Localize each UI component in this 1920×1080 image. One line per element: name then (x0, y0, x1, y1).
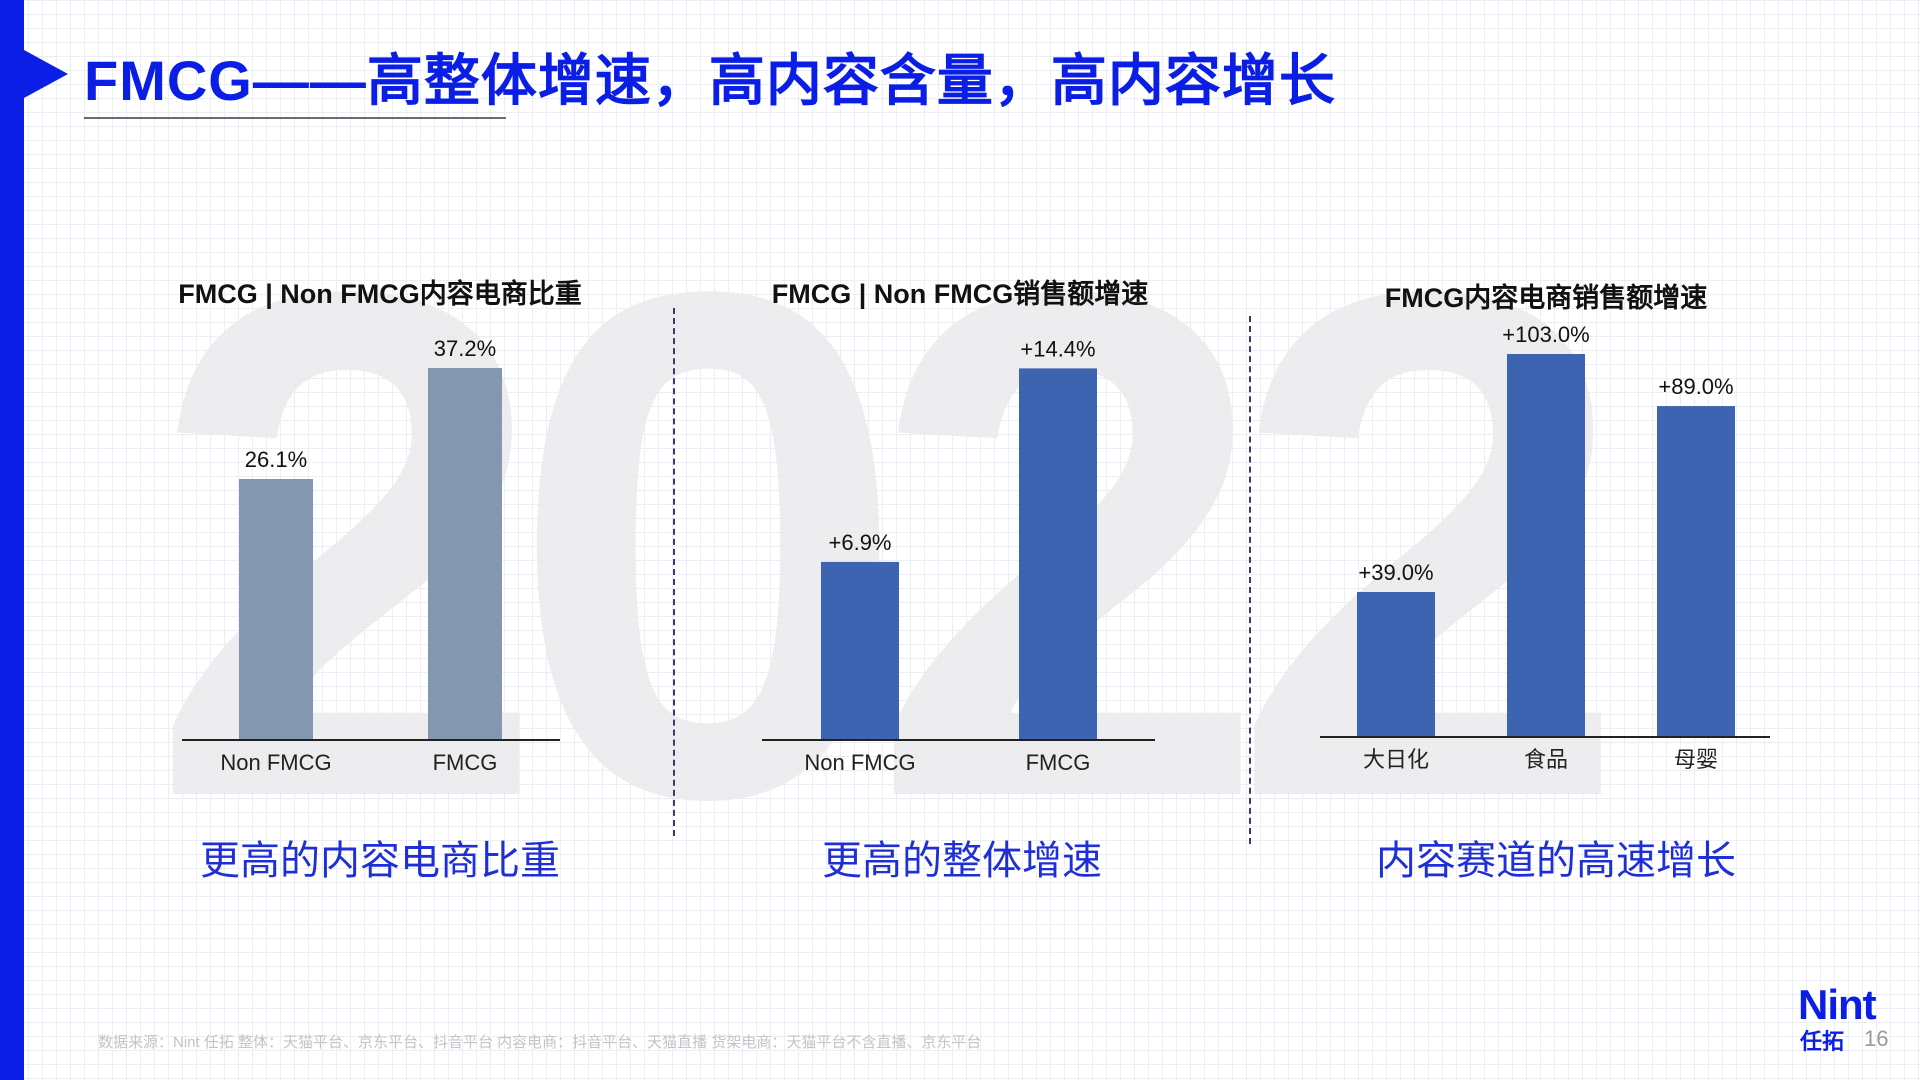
page-number: 16 (1864, 1026, 1889, 1051)
data-label-3: +89.0% (1658, 374, 1733, 399)
chart-divider-2 (1249, 316, 1251, 844)
category-label-3: 母婴 (1674, 747, 1718, 772)
data-label-1: +6.9% (829, 530, 892, 555)
caption-sales-growth: 更高的整体增速 (822, 839, 1102, 883)
nint-logo: Nint (1798, 981, 1877, 1028)
data-label-2: 37.2% (434, 336, 496, 361)
left-accent-bar (0, 0, 24, 1080)
category-label-2: FMCG (433, 750, 498, 775)
bar-3 (1657, 406, 1735, 737)
content-share-chart: FMCG | Non FMCG内容电商比重 26.1% Non FMCG 37.2%… (170, 260, 590, 780)
bar-2 (1507, 354, 1585, 737)
category-label-1: 大日化 (1363, 747, 1429, 772)
bar-1 (821, 561, 899, 740)
sales-growth-plot: +6.9% Non FMCG +14.4% FMCG (762, 336, 1155, 775)
sales-growth-chart: FMCG | Non FMCG销售额增速 +6.9% Non FMCG +14.4%… (750, 260, 1170, 780)
category-label-2: 食品 (1524, 747, 1568, 772)
caption-content-growth: 内容赛道的高速增长 (1376, 839, 1736, 883)
data-source-note: 数据来源：Nint 任拓 整体：天猫平台、京东平台、抖音平台 内容电商：抖音平台… (98, 1034, 982, 1051)
data-label-2: +14.4% (1020, 336, 1095, 361)
content-sales-growth-plot: +39.0% 大日化 +103.0% 食品 +89.0% 母婴 (1320, 322, 1770, 772)
data-label-1: +39.0% (1358, 560, 1433, 585)
data-label-1: 26.1% (245, 447, 307, 472)
bar-1 (239, 479, 313, 740)
nint-logo-sub: 任拓 (1800, 1029, 1845, 1054)
year-watermark: 2022 (148, 142, 1630, 947)
content-sales-growth-chart: FMCG内容电商销售额增速 +39.0% 大日化 +103.0% 食品 +89.0% 母婴 (1316, 260, 1776, 780)
category-label-1: Non FMCG (220, 750, 331, 775)
content-share-plot: 26.1% Non FMCG 37.2% FMCG (182, 336, 560, 775)
category-label-1: Non FMCG (804, 750, 915, 775)
title-arrow-icon (24, 50, 68, 98)
chart-title: FMCG内容电商销售额增速 (1384, 283, 1708, 313)
chart-title: FMCG | Non FMCG内容电商比重 (178, 279, 582, 309)
bar-2 (428, 368, 502, 740)
data-label-2: +103.0% (1502, 322, 1589, 347)
bar-2 (1019, 368, 1097, 740)
category-label-2: FMCG (1026, 750, 1091, 775)
page-title: FMCG——高整体增速，高内容含量，高内容增长 (84, 49, 1336, 112)
title-underline (84, 117, 506, 119)
chart-title: FMCG | Non FMCG销售额增速 (771, 279, 1149, 309)
bar-1 (1357, 591, 1435, 737)
chart-divider-1 (673, 308, 675, 836)
caption-content-share: 更高的内容电商比重 (200, 839, 560, 883)
